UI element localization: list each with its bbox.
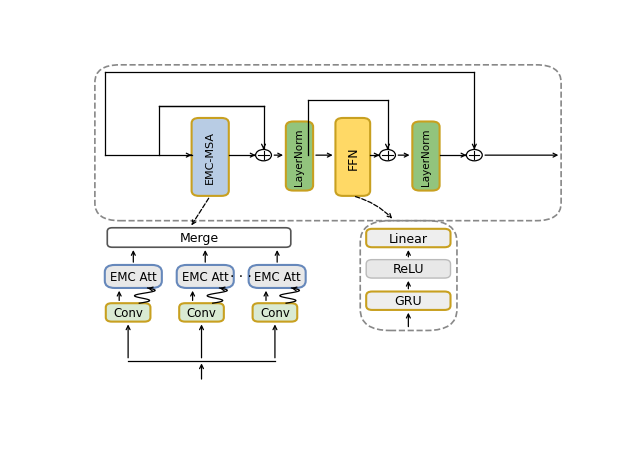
Text: Conv: Conv: [113, 306, 143, 319]
Text: FFN: FFN: [346, 146, 359, 169]
FancyBboxPatch shape: [366, 260, 451, 279]
Text: GRU: GRU: [394, 295, 422, 308]
FancyBboxPatch shape: [108, 228, 291, 248]
Text: LayerNorm: LayerNorm: [294, 128, 305, 185]
Text: Conv: Conv: [260, 306, 290, 319]
FancyBboxPatch shape: [253, 303, 297, 322]
FancyBboxPatch shape: [106, 303, 150, 322]
FancyBboxPatch shape: [249, 265, 306, 288]
Circle shape: [380, 150, 396, 162]
Text: EMC Att: EMC Att: [110, 270, 157, 283]
Text: Conv: Conv: [187, 306, 216, 319]
Circle shape: [467, 150, 483, 162]
Text: Linear: Linear: [389, 232, 428, 245]
FancyBboxPatch shape: [335, 119, 370, 196]
Text: ReLU: ReLU: [392, 263, 424, 276]
Text: LayerNorm: LayerNorm: [421, 128, 431, 185]
Circle shape: [255, 150, 271, 162]
Text: Merge: Merge: [179, 231, 219, 245]
FancyBboxPatch shape: [179, 303, 224, 322]
FancyBboxPatch shape: [286, 122, 313, 191]
Text: EMC Att: EMC Att: [182, 270, 228, 283]
FancyBboxPatch shape: [366, 230, 451, 248]
FancyBboxPatch shape: [412, 122, 440, 191]
Text: · · ·: · · ·: [230, 270, 252, 284]
FancyBboxPatch shape: [191, 119, 229, 196]
FancyBboxPatch shape: [105, 265, 162, 288]
Text: EMC Att: EMC Att: [254, 270, 301, 283]
Text: EMC-MSA: EMC-MSA: [205, 131, 215, 184]
FancyBboxPatch shape: [366, 292, 451, 310]
FancyBboxPatch shape: [177, 265, 234, 288]
